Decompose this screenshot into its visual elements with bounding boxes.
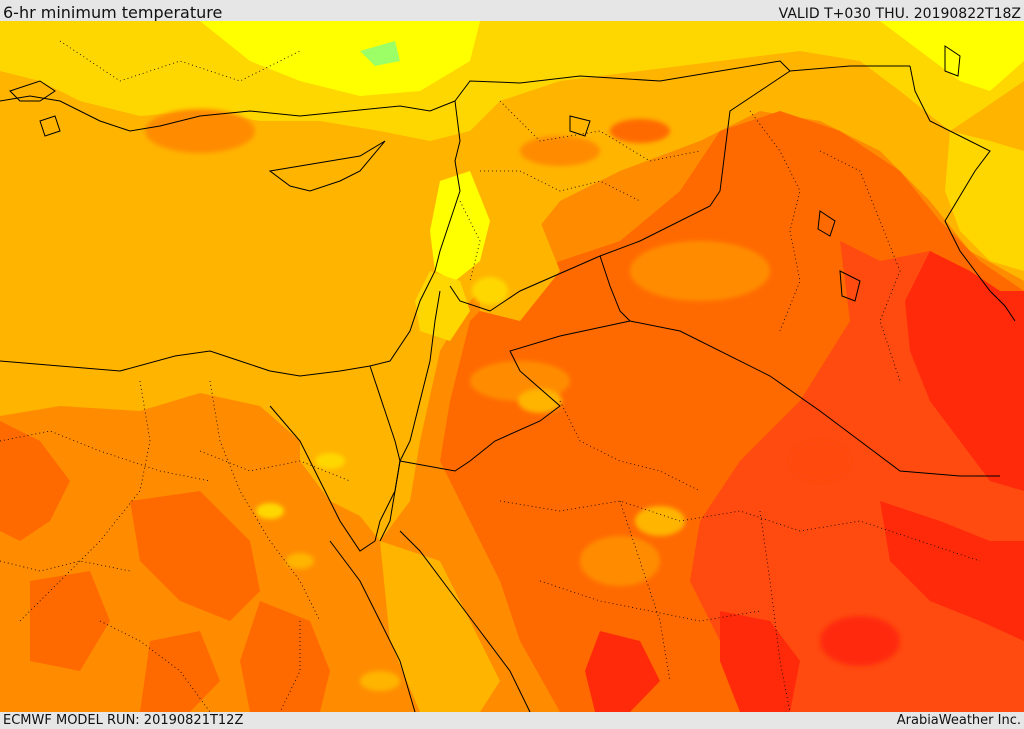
map-title: 6-hr minimum temperature (3, 3, 223, 22)
egypt-dark-patch-3 (240, 601, 330, 712)
egypt-dark-patch-5 (140, 631, 220, 712)
egypt-dark-patch-4 (30, 571, 110, 671)
valid-time: VALID T+030 THU. 20190822T18Z (778, 6, 1021, 22)
country-borders (269, 60, 1000, 712)
temperature-map[interactable] (0, 21, 1024, 712)
coastlines (0, 45, 1016, 542)
turkey-yellow-1 (200, 21, 480, 96)
green-tint (360, 41, 400, 66)
red-field-east (905, 251, 1024, 491)
egypt-dark-patch-1 (0, 421, 70, 541)
credit: ArabiaWeather Inc. (896, 713, 1021, 728)
red-field-south (880, 501, 1024, 641)
texture-blotches (145, 109, 900, 691)
turkey-yellow-2 (880, 21, 1024, 91)
gold-patch-hejaz (380, 541, 500, 712)
egypt-dark-patch-2 (130, 491, 260, 621)
header-bar (0, 0, 1024, 21)
red-patch-1 (720, 611, 800, 712)
levant-yellow (430, 171, 490, 281)
red-patch-2 (585, 631, 660, 712)
map-svg (0, 21, 1024, 712)
footer-bar (0, 712, 1024, 729)
zagros-yellow (945, 131, 1024, 271)
gold-patch-sinai (300, 421, 390, 521)
levant-light (415, 271, 470, 341)
model-run: ECMWF MODEL RUN: 20190821T12Z (3, 713, 244, 728)
province-lines (0, 40, 981, 712)
